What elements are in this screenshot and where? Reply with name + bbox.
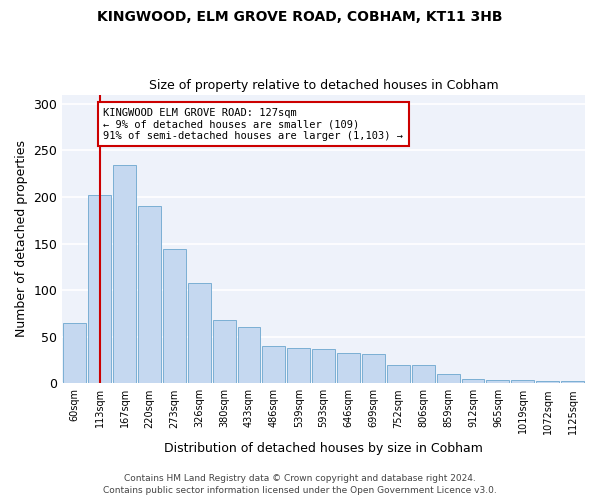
Bar — [138, 206, 161, 384]
Bar — [113, 166, 136, 384]
Bar — [511, 380, 534, 384]
Bar — [561, 382, 584, 384]
Bar — [312, 349, 335, 384]
Bar — [337, 354, 360, 384]
Y-axis label: Number of detached properties: Number of detached properties — [15, 140, 28, 338]
Bar — [461, 378, 484, 384]
Text: KINGWOOD, ELM GROVE ROAD, COBHAM, KT11 3HB: KINGWOOD, ELM GROVE ROAD, COBHAM, KT11 3… — [97, 10, 503, 24]
Bar — [412, 364, 434, 384]
Bar — [437, 374, 460, 384]
Bar — [163, 249, 186, 384]
Bar — [212, 320, 236, 384]
Bar — [287, 348, 310, 384]
Text: KINGWOOD ELM GROVE ROAD: 127sqm
← 9% of detached houses are smaller (109)
91% of: KINGWOOD ELM GROVE ROAD: 127sqm ← 9% of … — [103, 108, 403, 141]
Bar — [387, 364, 410, 384]
Bar — [536, 382, 559, 384]
Bar — [238, 328, 260, 384]
Bar — [88, 195, 111, 384]
Bar — [487, 380, 509, 384]
Bar — [188, 282, 211, 384]
Text: Contains HM Land Registry data © Crown copyright and database right 2024.
Contai: Contains HM Land Registry data © Crown c… — [103, 474, 497, 495]
Bar — [63, 323, 86, 384]
Bar — [362, 354, 385, 384]
Bar — [262, 346, 286, 384]
X-axis label: Distribution of detached houses by size in Cobham: Distribution of detached houses by size … — [164, 442, 483, 455]
Title: Size of property relative to detached houses in Cobham: Size of property relative to detached ho… — [149, 79, 499, 92]
